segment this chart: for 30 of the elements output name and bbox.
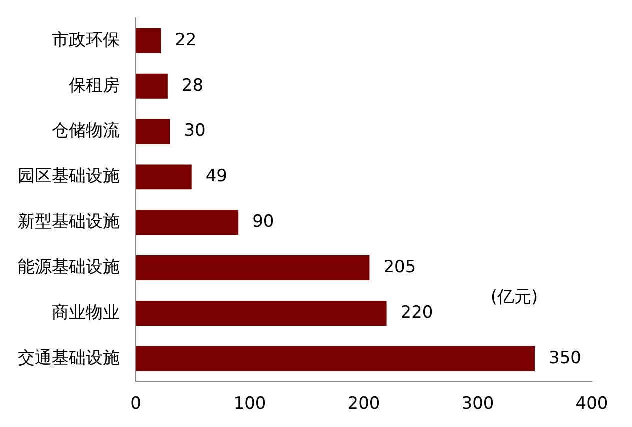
x-tick-label: 0 bbox=[130, 394, 142, 414]
bar bbox=[136, 74, 168, 99]
y-tick-label: 园区基础设施 bbox=[18, 166, 120, 187]
y-tick-label: 仓储物流 bbox=[52, 121, 120, 142]
bar bbox=[136, 346, 535, 372]
y-tick-label: 保租房 bbox=[69, 76, 120, 96]
annotation: (亿元) bbox=[490, 287, 538, 308]
x-tick-label: 200 bbox=[348, 394, 380, 414]
bar bbox=[136, 210, 239, 236]
y-tick-label: 交通基础设施 bbox=[18, 348, 120, 368]
bar bbox=[136, 256, 370, 281]
data-label: 22 bbox=[175, 30, 197, 50]
y-tick-label: 能源基础设施 bbox=[18, 257, 120, 278]
x-tick-label: 300 bbox=[462, 394, 494, 414]
y-tick-label: 市政环保 bbox=[52, 30, 120, 50]
bar bbox=[136, 164, 192, 190]
data-label: 90 bbox=[252, 212, 274, 232]
data-label: 205 bbox=[384, 257, 416, 278]
data-label: 220 bbox=[400, 302, 434, 323]
data-label: 350 bbox=[549, 348, 582, 368]
x-tick-label: 100 bbox=[234, 394, 266, 414]
bar bbox=[136, 300, 387, 326]
x-tick-label: 400 bbox=[576, 394, 608, 414]
bar bbox=[136, 119, 170, 144]
y-tick-label: 商业物业 bbox=[52, 302, 120, 323]
y-tick-label: 新型基础设施 bbox=[18, 212, 120, 232]
data-label: 30 bbox=[184, 121, 206, 142]
data-label: 49 bbox=[206, 166, 228, 187]
bar bbox=[136, 28, 162, 54]
data-label: 28 bbox=[182, 76, 204, 96]
